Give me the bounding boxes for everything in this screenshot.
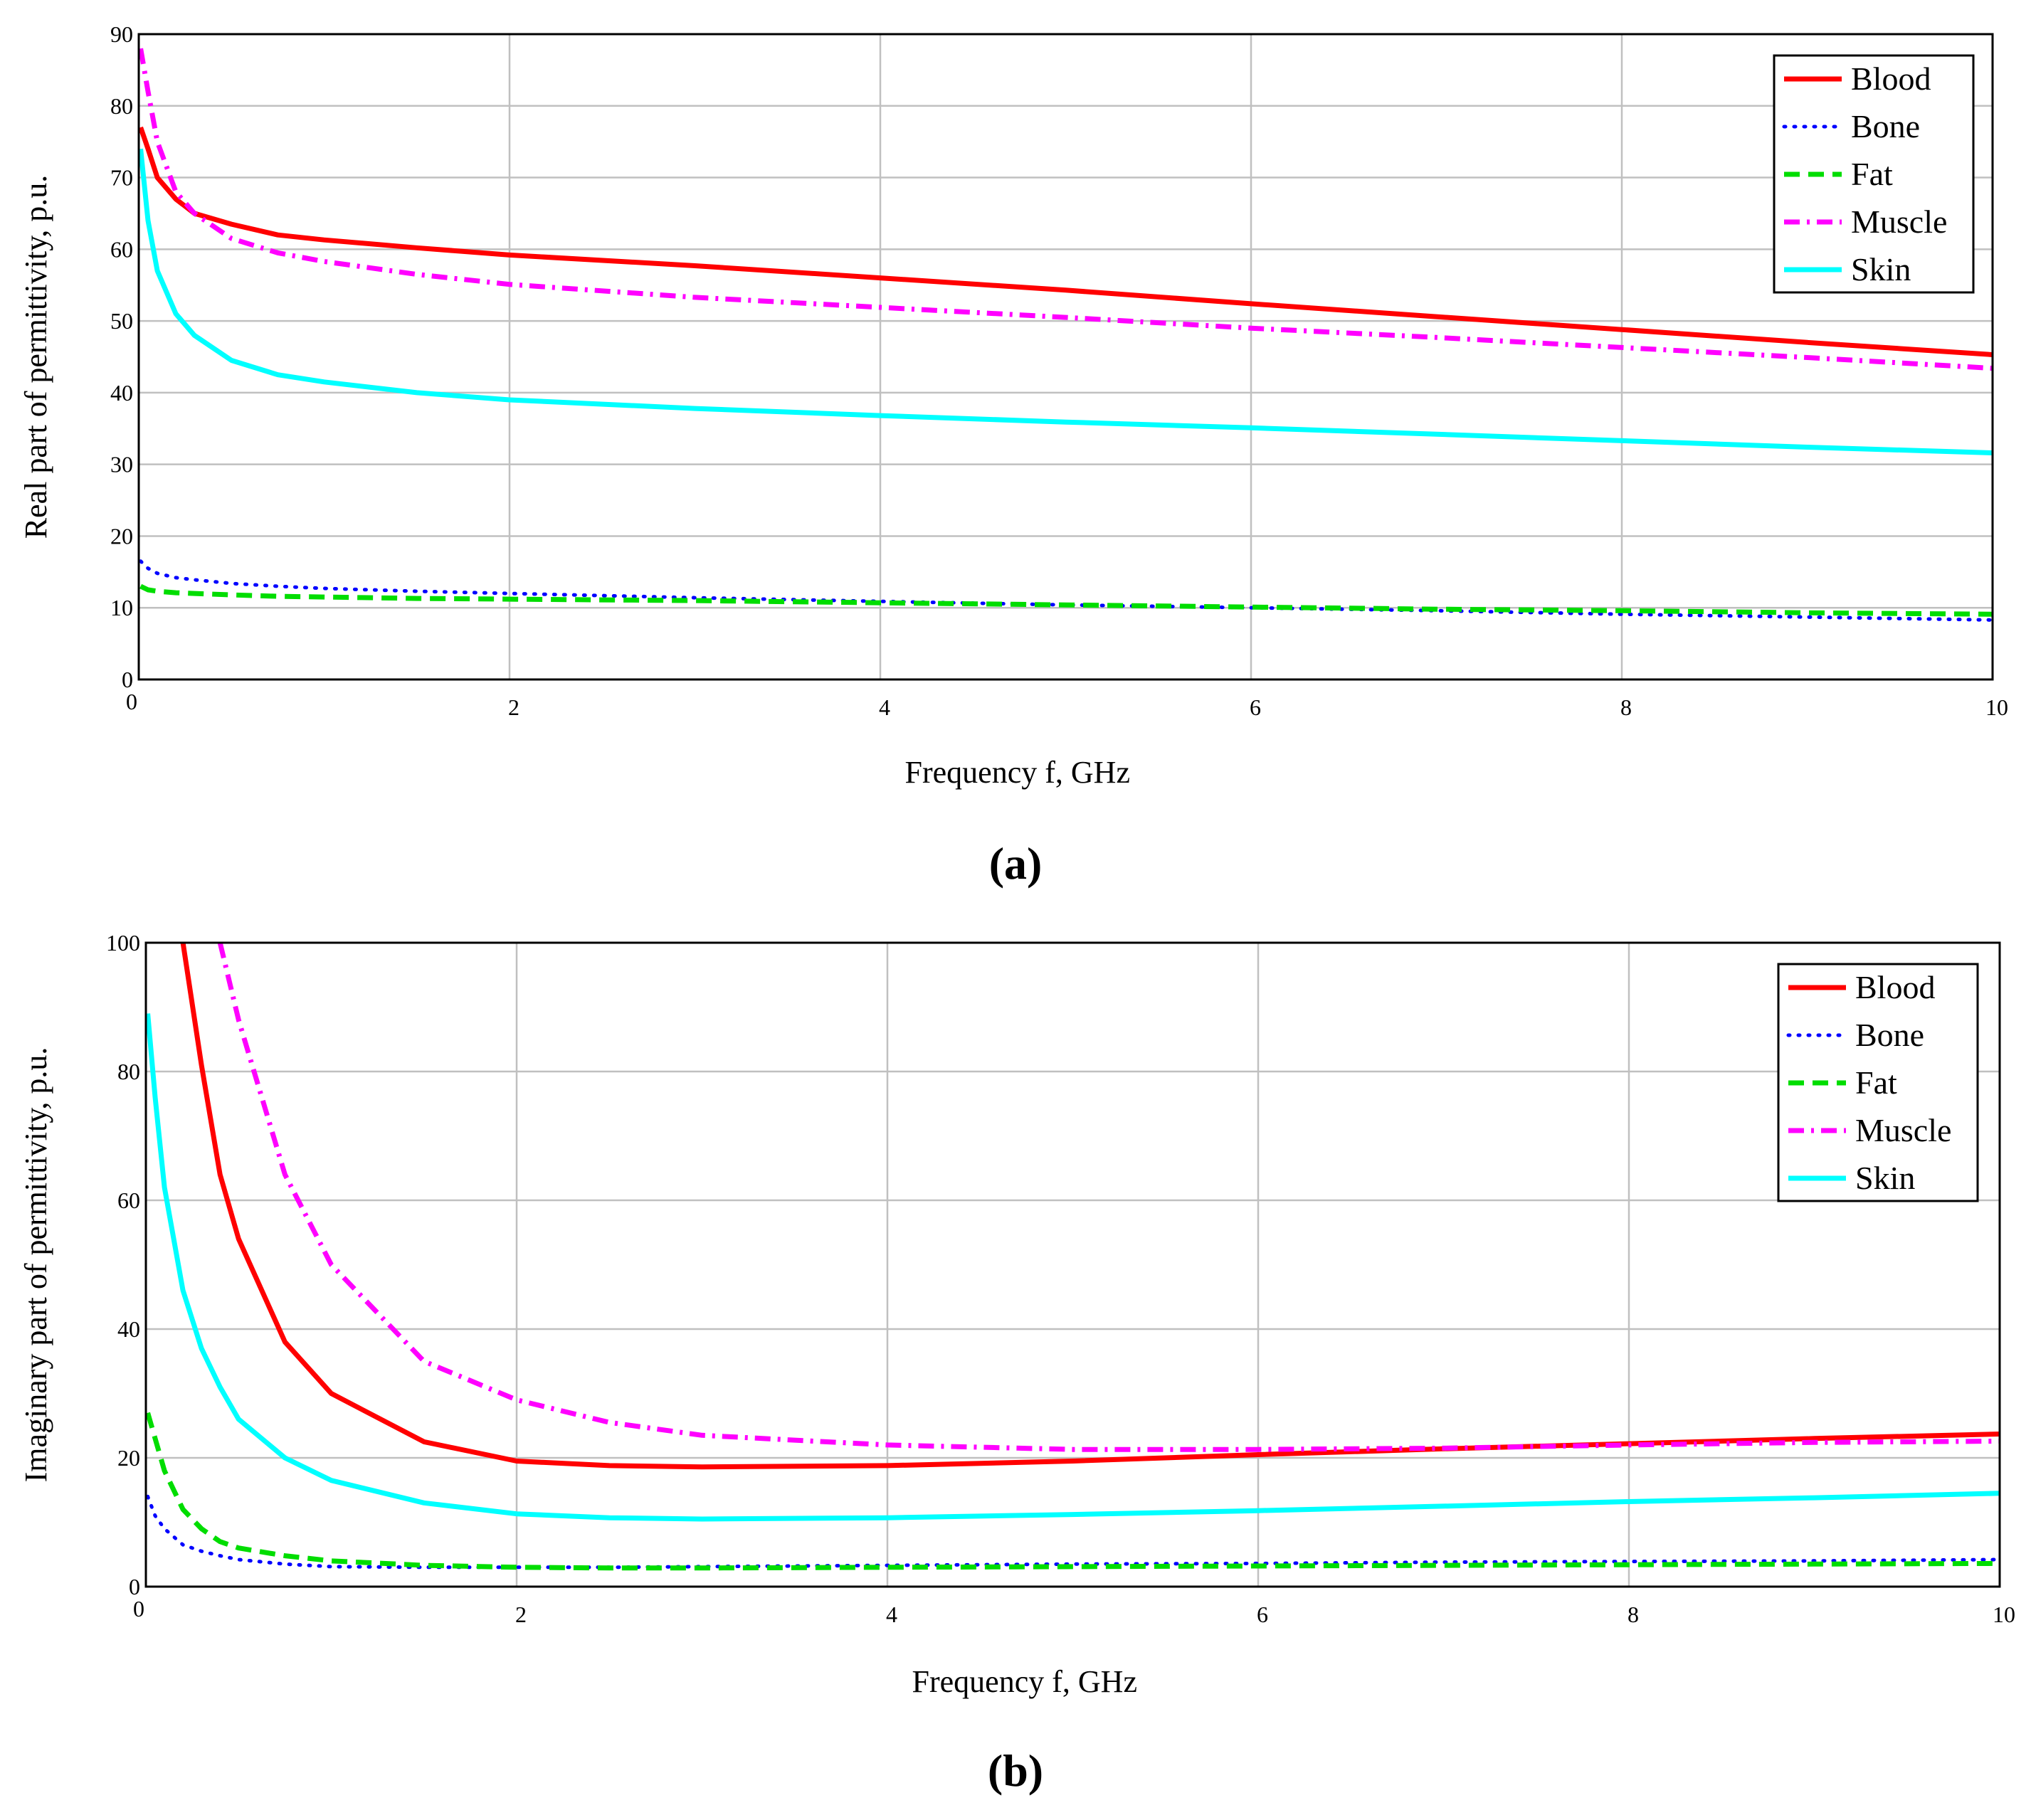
chart-panel-a: 0 10 20 30 40 50 60 70 80 90 0 2 4 6 8 10 Frequency f, G… — [19, 21, 2008, 889]
series-line-muscle — [139, 48, 1993, 371]
x-tick-label: 2 — [508, 694, 519, 720]
y-tick-label: 10 — [110, 595, 133, 620]
y-tick-label: 80 — [110, 93, 133, 119]
series-line-skin — [146, 1013, 2000, 1522]
legend-label: Blood — [1855, 969, 1935, 1005]
y-tick-label: 0 — [122, 667, 133, 692]
legend-label: Fat — [1851, 156, 1893, 192]
legend-label: Fat — [1855, 1064, 1897, 1101]
y-axis-label: Real part of permittivity, p.u. — [19, 175, 53, 539]
series-line-bone — [139, 559, 1993, 622]
legend-label: Muscle — [1855, 1112, 1951, 1148]
x-tick-label: 8 — [1620, 694, 1632, 720]
panel-label: (a) — [989, 838, 1043, 889]
y-tick-label: 20 — [117, 1445, 140, 1471]
y-tick-label: 0 — [129, 1574, 140, 1599]
y-axis-label: Imaginary part of permittivity, p.u. — [19, 1047, 53, 1483]
y-tick-label: 60 — [117, 1187, 140, 1213]
x-tick-label: 6 — [1250, 694, 1261, 720]
x-tick-label: 0 — [133, 1596, 144, 1621]
y-tick-label: 20 — [110, 523, 133, 549]
y-tick-label: 40 — [110, 380, 133, 406]
series-group — [146, 943, 2000, 1571]
legend-label: Bone — [1855, 1017, 1924, 1053]
y-tick-label: 70 — [110, 165, 133, 191]
x-tick-label: 0 — [126, 689, 137, 714]
x-tick-label: 10 — [1993, 1602, 2015, 1627]
x-axis-label: Frequency f, GHz — [912, 1664, 1137, 1699]
legend: Blood Bone Fat Muscle Skin — [1773, 54, 1975, 294]
series-line-blood — [180, 943, 2000, 1470]
legend-box — [1777, 963, 1979, 1202]
series-line-fat — [146, 1412, 2000, 1571]
y-tick-label: 100 — [106, 930, 140, 956]
y-tick-label: 60 — [110, 236, 133, 262]
series-line-blood — [139, 126, 1993, 357]
plot-area — [146, 943, 2000, 1587]
x-tick-label: 2 — [515, 1602, 527, 1627]
x-tick-label: 10 — [1985, 694, 2008, 720]
series-group — [139, 48, 1993, 622]
plot-frame — [144, 941, 2001, 1588]
x-tick-label: 8 — [1628, 1602, 1639, 1627]
x-tick-label: 6 — [1257, 1602, 1268, 1627]
y-tick-label: 30 — [110, 452, 133, 477]
legend-label: Skin — [1851, 251, 1911, 287]
x-tick-label: 4 — [879, 694, 890, 720]
legend: Blood Bone Fat Muscle Skin — [1777, 963, 1979, 1202]
chart-panel-b: 0 20 40 60 80 100 0 2 4 6 8 10 Frequency f, GHz Imagi… — [19, 930, 2015, 1796]
series-line-skin — [139, 148, 1993, 455]
legend-box — [1773, 54, 1975, 294]
panel-label: (b) — [988, 1745, 1043, 1796]
y-tick-label: 40 — [117, 1316, 140, 1342]
y-tick-label: 90 — [110, 21, 133, 47]
legend-label: Skin — [1855, 1160, 1915, 1196]
x-axis-label: Frequency f, GHz — [905, 755, 1130, 790]
legend-label: Muscle — [1851, 203, 1947, 240]
series-line-muscle — [217, 943, 2000, 1452]
series-line-fat — [139, 583, 1993, 617]
y-tick-label: 80 — [117, 1059, 140, 1084]
plot-area — [139, 34, 1993, 679]
y-tick-label: 50 — [110, 308, 133, 334]
series-line-bone — [146, 1494, 2000, 1570]
legend-label: Bone — [1851, 108, 1920, 144]
x-tick-label: 4 — [886, 1602, 897, 1627]
legend-label: Blood — [1851, 60, 1931, 97]
plot-frame — [137, 33, 1994, 681]
